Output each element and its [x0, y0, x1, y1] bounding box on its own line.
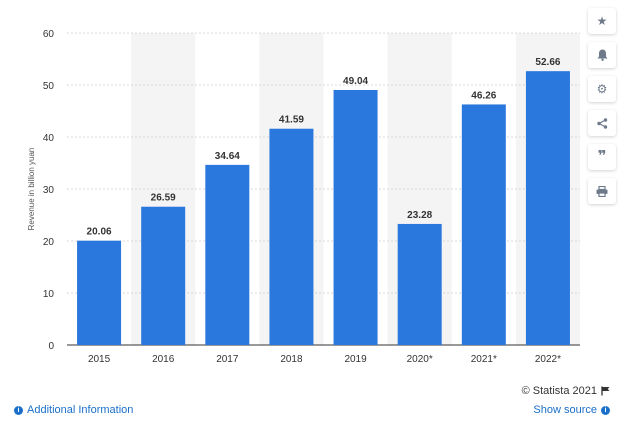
share-icon: [596, 117, 607, 129]
print-icon: [596, 185, 608, 197]
share-button[interactable]: [588, 110, 616, 136]
additional-information-label: Additional Information: [27, 404, 134, 416]
y-tick-label: 50: [43, 81, 55, 92]
data-label: 34.64: [215, 151, 240, 162]
quote-icon: ❞: [597, 148, 607, 165]
x-tick-label: 2016: [152, 354, 175, 365]
y-axis-label: Revenue in billion yuan: [27, 148, 36, 231]
copyright-text: © Statista 2021: [521, 385, 597, 397]
data-label: 52.66: [535, 57, 560, 68]
y-tick-label: 40: [43, 133, 55, 144]
additional-information-link[interactable]: i Additional Information: [14, 404, 133, 416]
x-tick-label: 2015: [88, 354, 111, 365]
data-label: 23.28: [407, 210, 432, 221]
settings-button[interactable]: ⚙: [588, 76, 616, 102]
x-tick-label: 2021*: [471, 354, 497, 365]
bar: [141, 206, 186, 345]
cite-button[interactable]: ❞: [588, 144, 616, 170]
notification-button[interactable]: [588, 42, 616, 68]
data-label: 46.26: [471, 90, 496, 101]
bar: [77, 240, 122, 345]
bar: [461, 104, 506, 345]
star-icon: ★: [596, 14, 608, 28]
y-tick-label: 10: [43, 289, 55, 300]
y-tick-label: 60: [43, 29, 55, 40]
x-tick-label: 2020*: [407, 354, 433, 365]
x-tick-label: 2019: [344, 354, 367, 365]
flag-icon[interactable]: [601, 386, 610, 396]
info-icon: i: [601, 405, 610, 415]
data-label: 41.59: [279, 115, 304, 126]
x-tick-label: 2018: [280, 354, 303, 365]
print-button[interactable]: [588, 178, 616, 204]
data-label: 49.04: [343, 76, 368, 87]
x-tick-label: 2022*: [535, 354, 561, 365]
x-tick-label: 2017: [216, 354, 239, 365]
data-label: 20.06: [87, 227, 112, 238]
bar: [333, 89, 378, 345]
show-source-link[interactable]: Show source i: [533, 404, 610, 416]
copyright: © Statista 2021: [522, 385, 610, 397]
favorite-button[interactable]: ★: [588, 8, 616, 34]
y-tick-label: 0: [48, 341, 54, 352]
bar: [397, 223, 442, 345]
bar: [205, 164, 250, 345]
show-source-label: Show source: [533, 404, 597, 416]
bar: [269, 128, 314, 345]
bell-icon: [597, 49, 607, 61]
bar: [525, 71, 570, 345]
data-label: 26.59: [151, 193, 176, 204]
gear-icon: ⚙: [596, 82, 608, 96]
y-tick-label: 30: [43, 185, 55, 196]
y-tick-label: 20: [43, 237, 55, 248]
info-icon: i: [14, 405, 23, 415]
side-toolbar: ★ ⚙ ❞: [588, 8, 618, 204]
